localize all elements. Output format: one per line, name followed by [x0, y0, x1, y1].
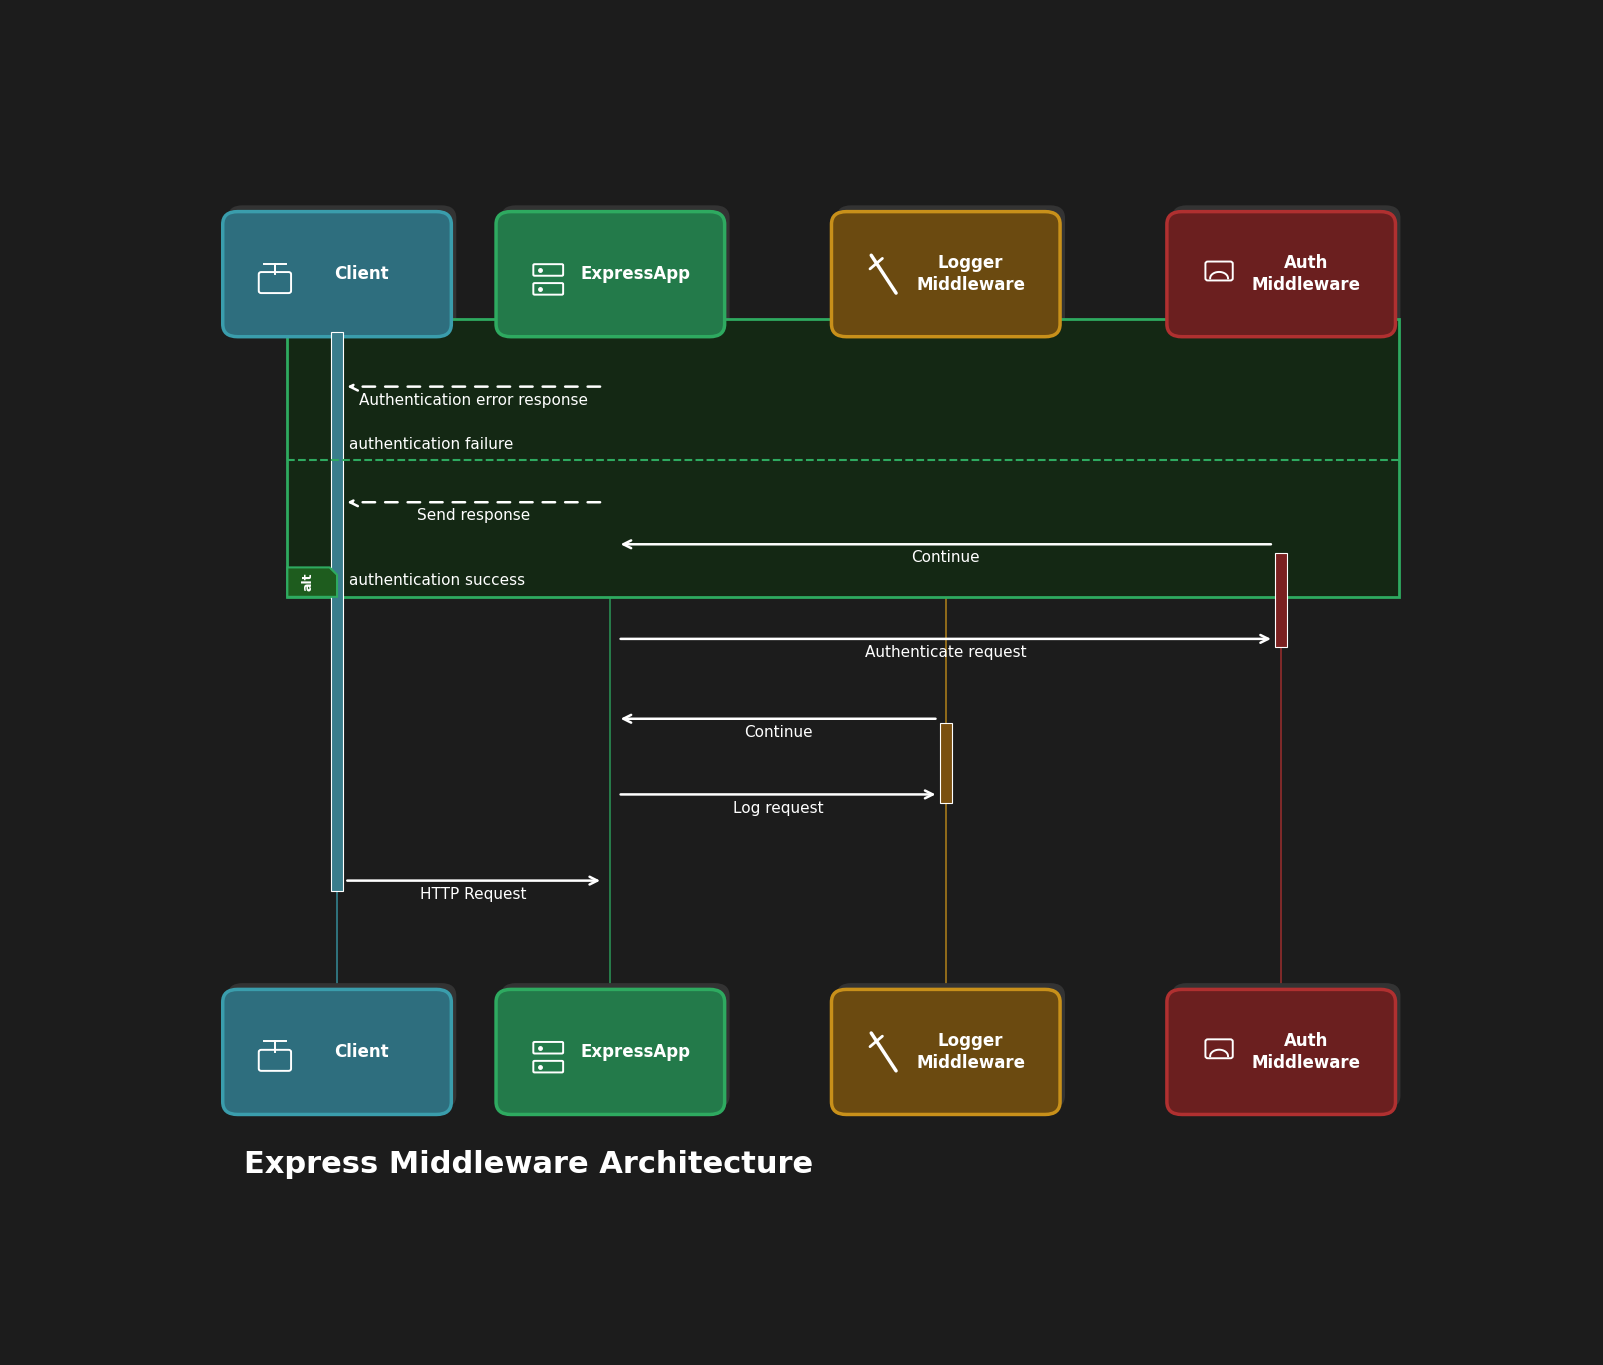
Text: Log request: Log request	[733, 801, 824, 816]
Text: Authentication error response: Authentication error response	[359, 393, 588, 408]
Text: HTTP Request: HTTP Request	[420, 887, 527, 902]
Text: Auth
Middleware: Auth Middleware	[1252, 1032, 1361, 1072]
Text: Continue: Continue	[912, 550, 979, 565]
Text: authentication failure: authentication failure	[349, 437, 515, 452]
FancyBboxPatch shape	[502, 983, 729, 1108]
FancyBboxPatch shape	[837, 205, 1064, 330]
FancyBboxPatch shape	[939, 723, 952, 803]
FancyBboxPatch shape	[287, 319, 1399, 597]
FancyBboxPatch shape	[495, 990, 725, 1114]
FancyBboxPatch shape	[1172, 983, 1401, 1108]
FancyBboxPatch shape	[1167, 212, 1396, 337]
FancyBboxPatch shape	[495, 212, 725, 337]
Text: authentication success: authentication success	[349, 572, 526, 587]
Text: Send response: Send response	[417, 508, 531, 523]
Text: alt: alt	[301, 573, 314, 591]
FancyBboxPatch shape	[228, 205, 457, 330]
Text: ExpressApp: ExpressApp	[580, 1043, 691, 1061]
FancyBboxPatch shape	[1167, 990, 1396, 1114]
Text: ExpressApp: ExpressApp	[580, 265, 691, 283]
Text: Authenticate request: Authenticate request	[866, 646, 1026, 661]
Text: Client: Client	[335, 265, 390, 283]
FancyBboxPatch shape	[228, 983, 457, 1108]
FancyBboxPatch shape	[832, 990, 1060, 1114]
FancyBboxPatch shape	[1172, 205, 1401, 330]
Text: Continue: Continue	[744, 725, 813, 740]
Text: Client: Client	[335, 1043, 390, 1061]
FancyBboxPatch shape	[223, 990, 452, 1114]
FancyBboxPatch shape	[1274, 553, 1287, 647]
Text: Logger
Middleware: Logger Middleware	[917, 254, 1024, 295]
Text: Logger
Middleware: Logger Middleware	[917, 1032, 1024, 1072]
Polygon shape	[287, 568, 337, 597]
FancyBboxPatch shape	[837, 983, 1064, 1108]
Text: Auth
Middleware: Auth Middleware	[1252, 254, 1361, 295]
FancyBboxPatch shape	[832, 212, 1060, 337]
Text: Express Middleware Architecture: Express Middleware Architecture	[244, 1149, 813, 1179]
FancyBboxPatch shape	[502, 205, 729, 330]
FancyBboxPatch shape	[330, 332, 343, 891]
FancyBboxPatch shape	[223, 212, 452, 337]
